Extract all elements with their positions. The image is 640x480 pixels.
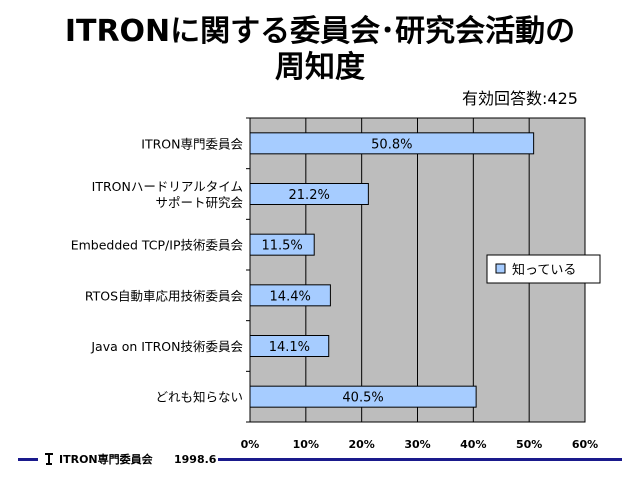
bar [249,385,477,408]
category-label: ITRONハードリアルタイム [92,179,243,194]
bar [249,132,535,155]
x-tick-label: 50% [516,438,542,451]
footer-rule-right [218,458,622,461]
x-tick-label: 40% [460,438,486,451]
data-label: 21.2% [289,188,330,203]
data-label: 14.1% [269,340,310,355]
data-label: 11.5% [261,239,302,254]
x-tick-label: 30% [404,438,430,451]
chart-title: ITRONに関する委員会･研究会活動の 周知度 [0,14,640,86]
bar [249,284,331,307]
category-label: サポート研究会 [155,195,243,210]
x-tick-label: 60% [572,438,598,451]
itron-logo-icon [45,453,53,465]
chart-title-line1: ITRONに関する委員会･研究会活動の [64,14,576,49]
data-label: 50.8% [371,137,412,152]
data-label: 40.5% [342,391,383,406]
category-label: ITRON専門委員会 [141,136,243,151]
bar [249,183,369,205]
bar [249,233,315,256]
x-tick-label: 10% [293,438,319,451]
footer-date: 1998.6 [174,453,217,466]
chart-title-line2: 周知度 [275,50,365,85]
category-label: RTOS自動車応用技術委員会 [85,288,244,303]
legend-box [486,254,601,284]
footer-organization: ITRON専門委員会 [59,453,153,466]
legend-label: 知っている [512,262,576,278]
bar [249,335,330,357]
x-tick-label: 0% [241,438,260,451]
category-label: Java on ITRON技術委員会 [90,339,243,354]
footer-rule-left [18,458,38,461]
category-label: Embedded TCP/IP技術委員会 [71,238,244,253]
category-label: どれも知らない [155,390,243,405]
legend-swatch [495,263,506,274]
respondent-count: 有効回答数:425 [462,89,578,108]
x-tick-label: 20% [348,438,374,451]
data-label: 14.4% [270,289,311,304]
